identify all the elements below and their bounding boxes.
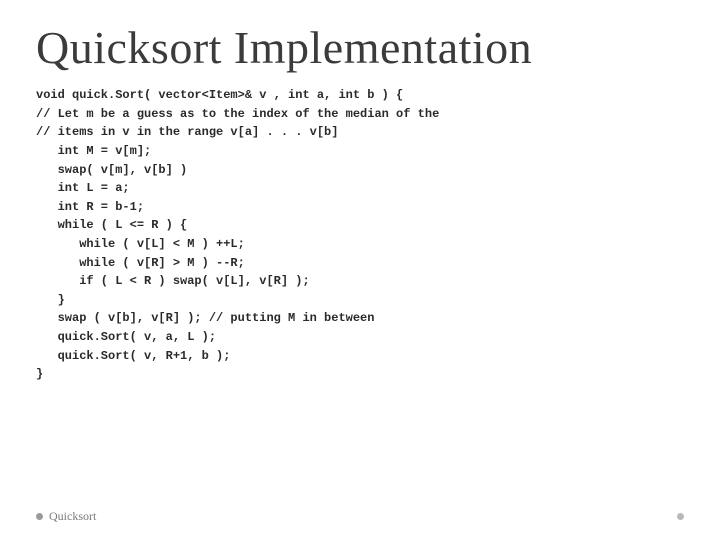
footer-label: Quicksort [49, 509, 96, 524]
slide-footer: Quicksort [36, 509, 684, 524]
bullet-right-icon [677, 513, 684, 520]
bullet-icon [36, 513, 43, 520]
footer-left: Quicksort [36, 509, 96, 524]
slide-title: Quicksort Implementation [36, 24, 684, 72]
code-block: void quick.Sort( vector<Item>& v , int a… [36, 86, 684, 384]
